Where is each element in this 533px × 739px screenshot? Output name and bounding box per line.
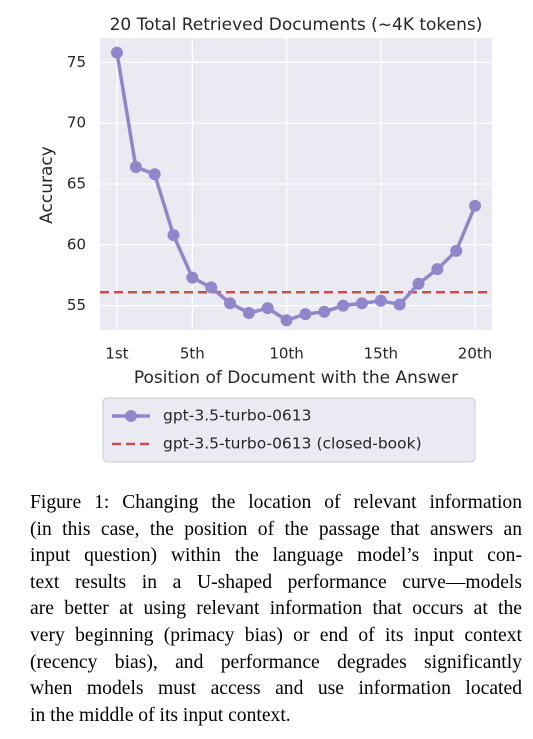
legend-label: gpt-3.5-turbo-0613 (closed-book) <box>163 435 422 453</box>
legend-marker <box>125 410 137 422</box>
chart: 20 Total Retrieved Documents (~4K tokens… <box>37 15 492 463</box>
caption-line: very beginning (primacy bias) or end of … <box>30 624 522 646</box>
y-tick-label: 60 <box>67 235 86 253</box>
caption-line: when models must access and use informat… <box>30 678 522 700</box>
y-tick-label: 70 <box>67 114 86 132</box>
data-point <box>148 168 161 181</box>
data-point <box>469 199 482 212</box>
x-tick-label: 1st <box>105 345 128 363</box>
data-point <box>299 308 312 321</box>
x-tick-label: 5th <box>180 345 205 363</box>
caption-line: are better at using relevant information… <box>30 598 522 620</box>
data-point <box>129 160 142 173</box>
y-axis-label: Accuracy <box>37 146 57 224</box>
y-tick-label: 75 <box>67 53 86 71</box>
caption-line: input question) within the language mode… <box>30 545 522 567</box>
data-point <box>355 297 368 310</box>
caption-line: (recency bias), and performance degrades… <box>30 651 522 673</box>
data-point <box>450 244 463 257</box>
data-point <box>167 229 180 242</box>
data-point <box>186 271 199 284</box>
x-tick-label: 20th <box>458 345 492 363</box>
x-axis-label: Position of Document with the Answer <box>134 368 458 388</box>
legend-label: gpt-3.5-turbo-0613 <box>163 407 312 425</box>
caption-line: Figure 1: Changing the location of relev… <box>30 492 522 513</box>
caption-line: in the middle of its input context. <box>30 704 291 726</box>
data-point <box>280 314 293 327</box>
data-point <box>412 277 425 290</box>
data-point <box>337 299 350 312</box>
data-point <box>431 263 444 276</box>
data-point <box>393 298 406 311</box>
data-point <box>242 306 255 319</box>
x-tick-label: 15th <box>364 345 398 363</box>
data-point <box>318 305 331 318</box>
data-point <box>110 46 123 59</box>
y-tick-label: 55 <box>67 296 86 314</box>
chart-title: 20 Total Retrieved Documents (~4K tokens… <box>110 15 483 35</box>
data-point <box>224 297 237 310</box>
legend-box <box>102 397 476 463</box>
data-point <box>374 294 387 307</box>
caption-line: (in this case, the position of the passa… <box>30 518 522 540</box>
caption: Figure 1: Changing the location of relev… <box>30 490 522 729</box>
data-point <box>205 281 218 294</box>
data-point <box>261 302 274 315</box>
y-tick-label: 65 <box>67 175 86 193</box>
x-tick-label: 10th <box>269 345 303 363</box>
caption-line: text results in a U-shaped performance c… <box>30 571 522 593</box>
